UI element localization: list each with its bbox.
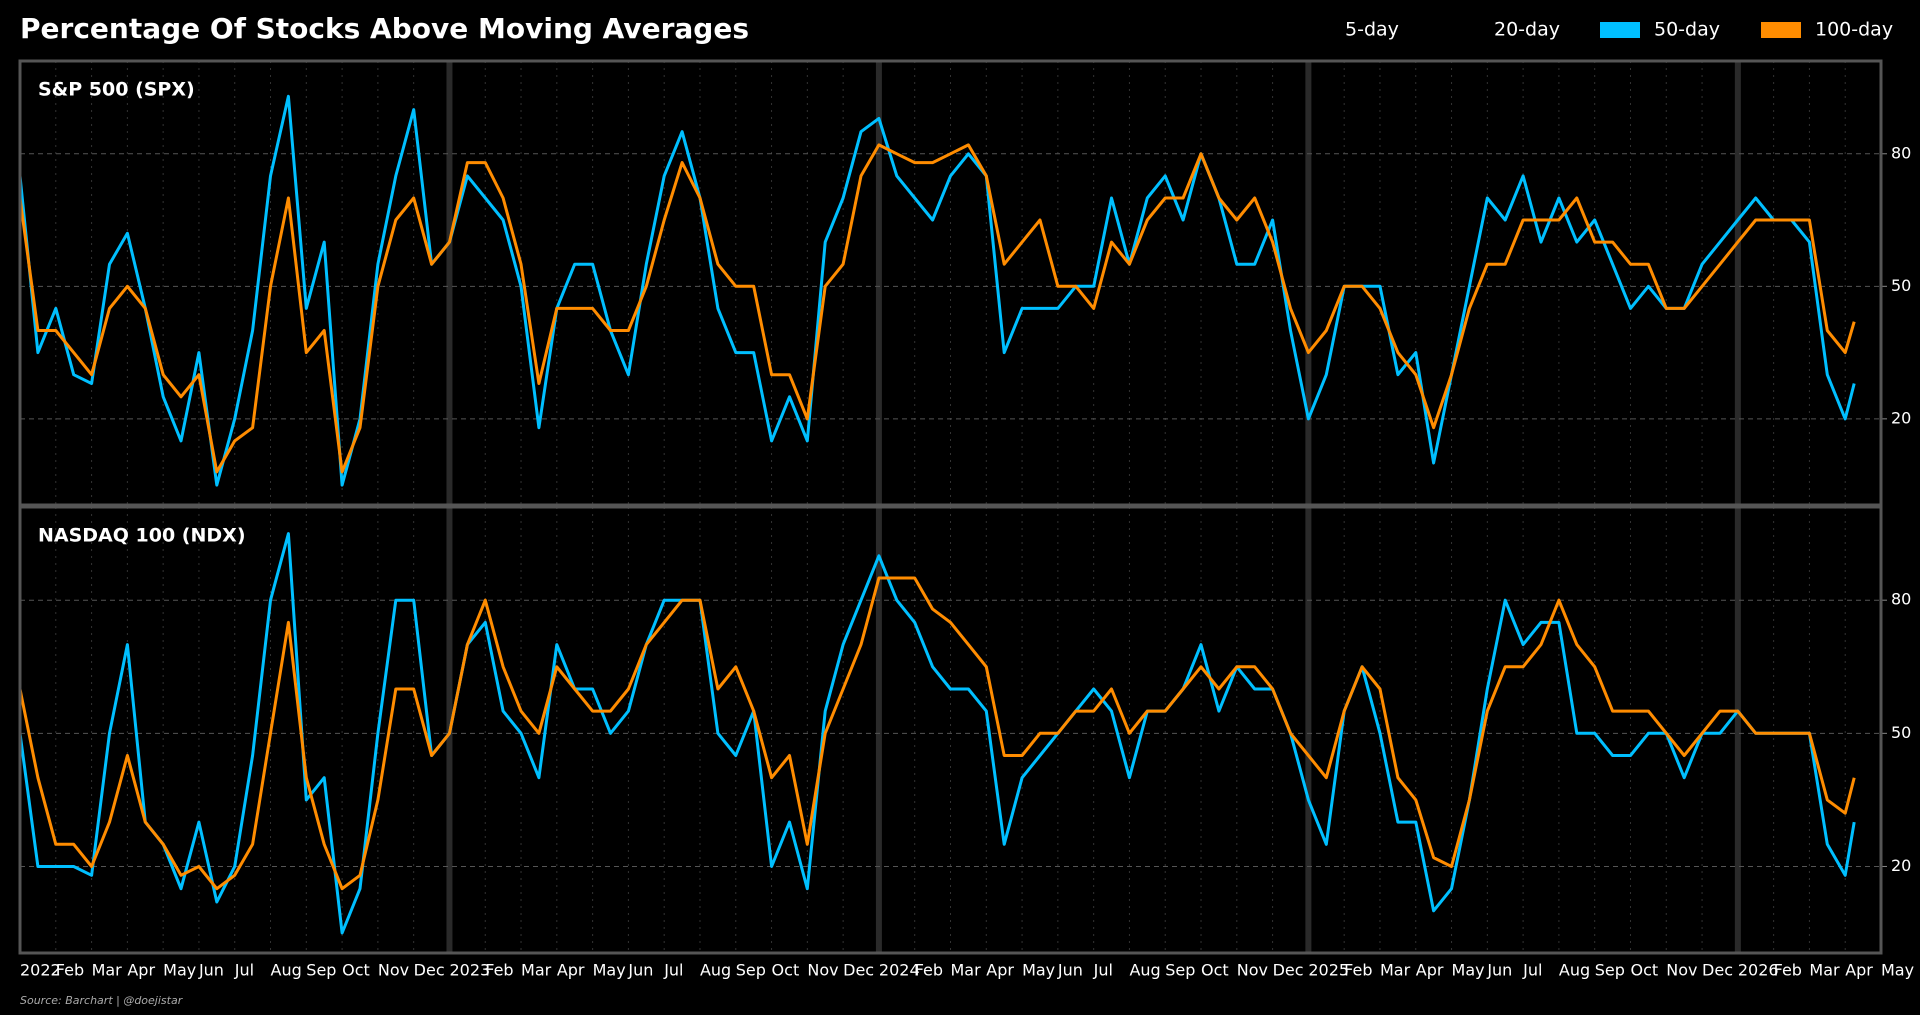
x-tick-label: Sep: [306, 961, 336, 980]
x-tick-label: Mar: [92, 961, 123, 980]
x-tick-label: May: [1022, 961, 1055, 980]
x-tick-label: 2025: [1308, 961, 1349, 980]
x-tick-label: Nov: [378, 961, 409, 980]
panel-border: [18, 505, 1883, 955]
x-tick-label: Mar: [1380, 961, 1411, 980]
x-tick-label: Nov: [1666, 961, 1697, 980]
x-tick-label: Nov: [807, 961, 838, 980]
x-tick-label: Dec: [414, 961, 445, 980]
x-tick-label: Dec: [843, 961, 874, 980]
x-tick-label: Jun: [1486, 961, 1512, 980]
legend-swatch: [1600, 22, 1640, 38]
series-line: [18, 532, 1856, 935]
panel-title: S&P 500 (SPX): [38, 79, 195, 101]
plot-area: [20, 61, 1881, 505]
x-tick-label: Dec: [1273, 961, 1304, 980]
legend-swatch: [1761, 22, 1801, 38]
x-tick-label: Feb: [56, 961, 84, 980]
x-tick-label: Apr: [1845, 961, 1873, 980]
y-tick-label: 50: [1891, 276, 1911, 295]
y-tick-label: 80: [1891, 590, 1911, 609]
series-line: [18, 576, 1856, 891]
x-tick-label: Sep: [1165, 961, 1195, 980]
x-tick-label: Feb: [485, 961, 513, 980]
x-tick-label: Nov: [1237, 961, 1268, 980]
chart-title: Percentage Of Stocks Above Moving Averag…: [20, 12, 749, 45]
x-tick-label: Apr: [1416, 961, 1444, 980]
x-tick-label: Feb: [915, 961, 943, 980]
x-tick-label: May: [163, 961, 196, 980]
x-tick-label: Aug: [1559, 961, 1590, 980]
legend-label: 20-day: [1494, 19, 1560, 41]
x-tick-label: Jul: [663, 961, 683, 980]
x-tick-label: Oct: [772, 961, 800, 980]
legend-label: 100-day: [1815, 19, 1893, 41]
y-tick-label: 20: [1891, 408, 1911, 427]
x-tick-label: Apr: [986, 961, 1014, 980]
x-tick-label: 2022: [20, 961, 61, 980]
x-tick-label: 2023: [449, 961, 490, 980]
x-tick-label: May: [1881, 961, 1914, 980]
x-tick-label: Jul: [1522, 961, 1542, 980]
y-tick-label: 20: [1891, 856, 1911, 875]
x-tick-label: Mar: [951, 961, 982, 980]
legend-label: 50-day: [1654, 19, 1720, 41]
x-tick-label: Aug: [1129, 961, 1160, 980]
series-line: [18, 94, 1856, 487]
legend-label: 5-day: [1345, 19, 1399, 41]
y-tick-label: 80: [1891, 143, 1911, 162]
series-line: [18, 143, 1856, 474]
x-tick-label: Aug: [271, 961, 302, 980]
x-tick-label: Apr: [127, 961, 155, 980]
x-tick-label: Mar: [521, 961, 552, 980]
x-tick-label: 2026: [1738, 961, 1779, 980]
x-tick-label: Mar: [1809, 961, 1840, 980]
x-tick-label: Aug: [700, 961, 731, 980]
x-tick-label: Apr: [557, 961, 585, 980]
panel-border: [18, 59, 1883, 507]
x-tick-label: May: [593, 961, 626, 980]
x-tick-label: May: [1452, 961, 1485, 980]
x-tick-label: Sep: [736, 961, 766, 980]
x-tick-label: Oct: [1201, 961, 1229, 980]
x-tick-label: Feb: [1344, 961, 1372, 980]
x-tick-label: Feb: [1774, 961, 1802, 980]
x-tick-label: Jul: [234, 961, 254, 980]
x-tick-label: Dec: [1702, 961, 1733, 980]
panel-title: NASDAQ 100 (NDX): [38, 525, 246, 547]
x-tick-label: Jun: [627, 961, 653, 980]
x-tick-label: 2024: [879, 961, 920, 980]
x-tick-label: Jun: [1057, 961, 1083, 980]
x-tick-label: Oct: [1630, 961, 1658, 980]
source: Source: Barchart | @doejistar: [20, 994, 184, 1007]
x-tick-label: Sep: [1595, 961, 1625, 980]
x-tick-label: Oct: [342, 961, 370, 980]
x-tick-label: Jun: [198, 961, 224, 980]
x-tick-label: Jul: [1093, 961, 1113, 980]
y-tick-label: 50: [1891, 723, 1911, 742]
